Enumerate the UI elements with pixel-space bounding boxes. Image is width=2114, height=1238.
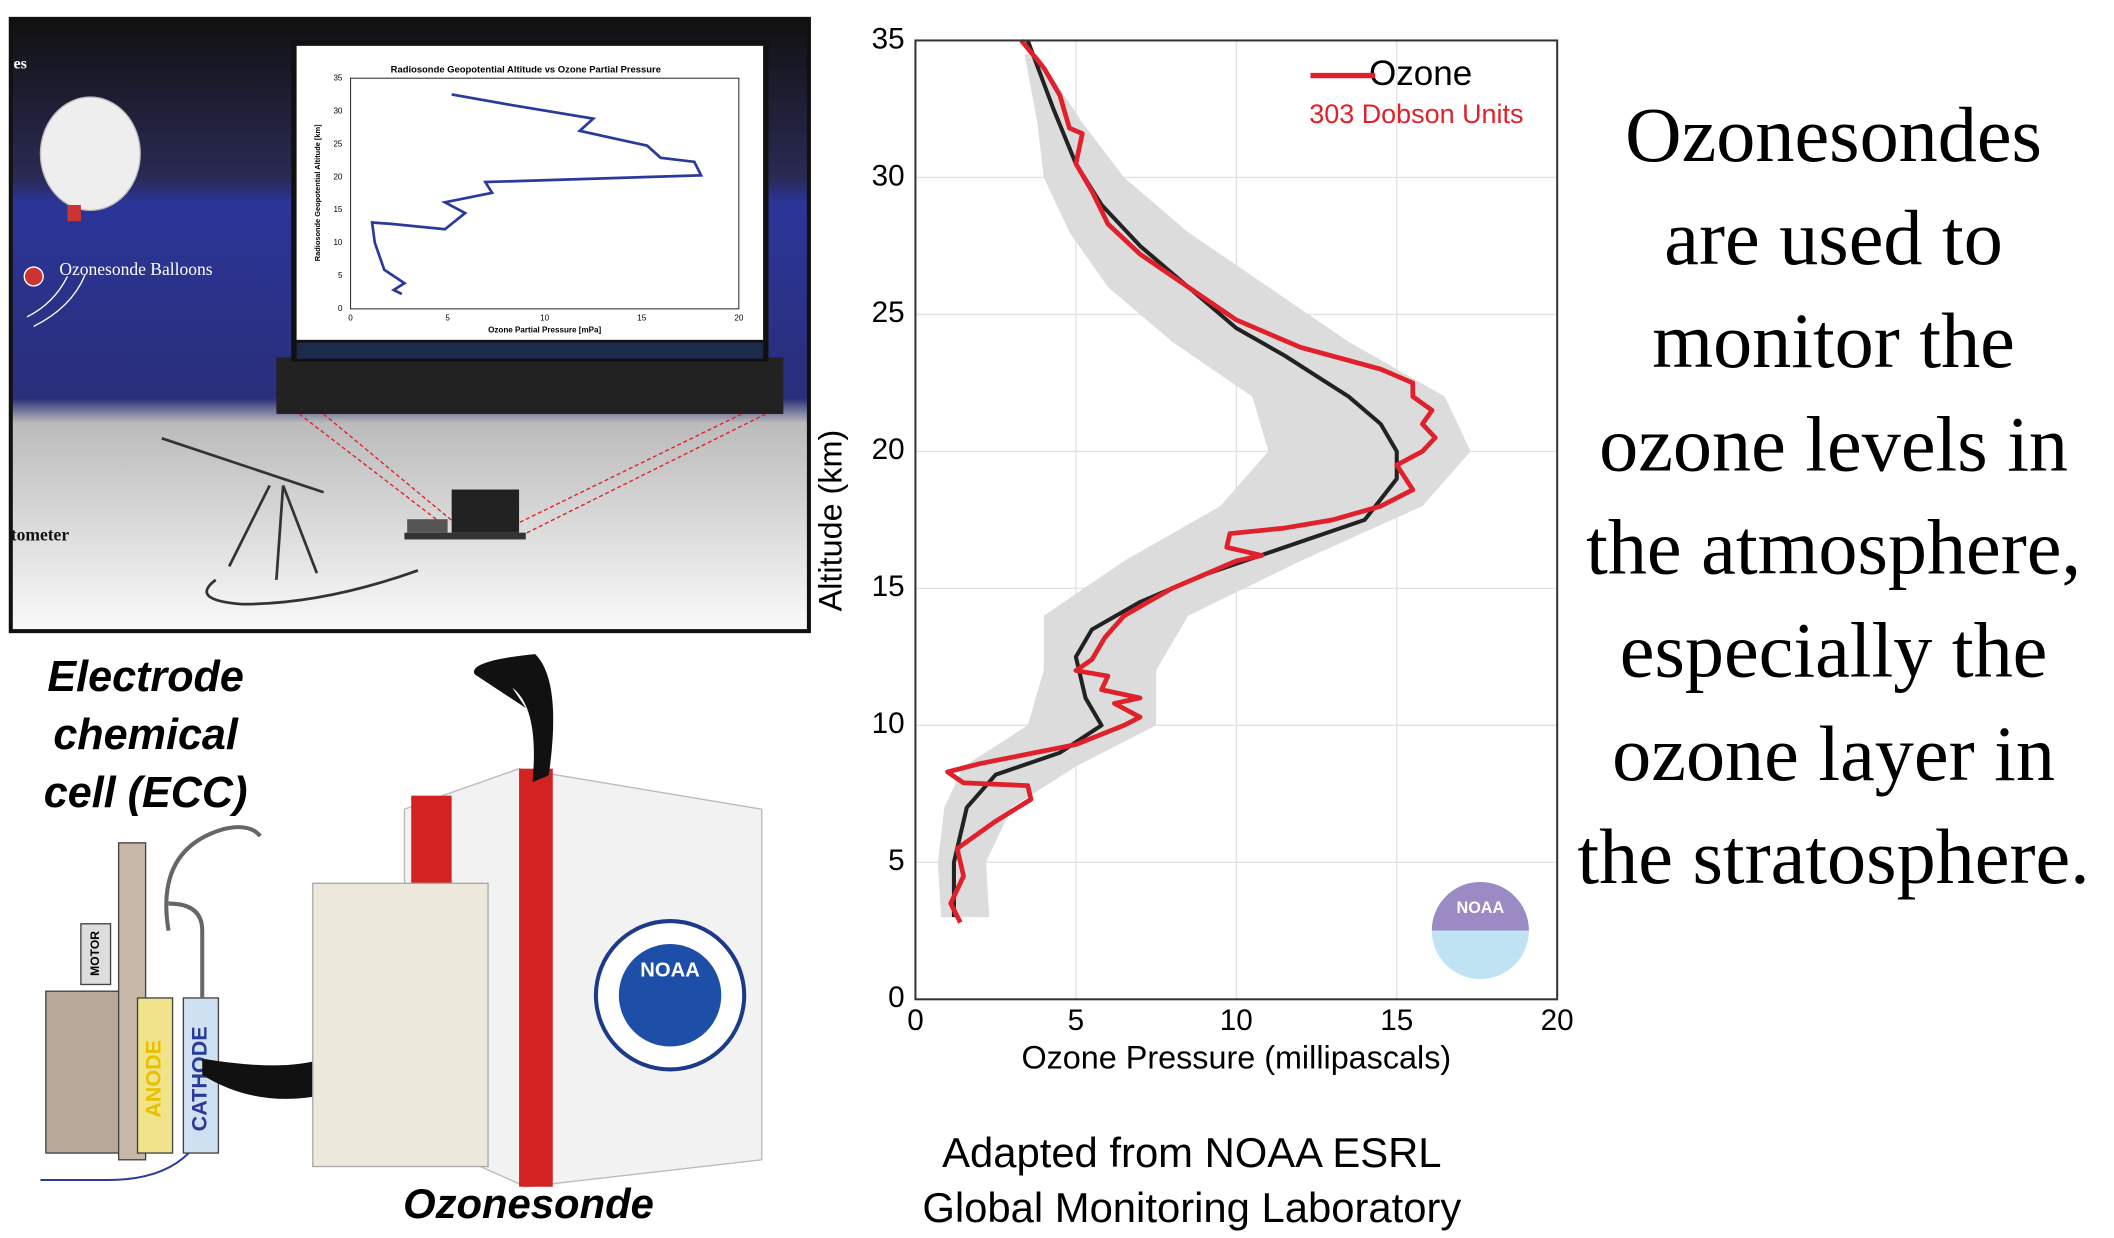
description-line: especially the bbox=[1620, 607, 2048, 694]
scene-label: es bbox=[13, 55, 26, 72]
package: NOAA Ozonesonde bbox=[312, 654, 763, 1227]
laptop bbox=[451, 489, 520, 533]
balloon bbox=[39, 96, 141, 212]
y-tick-label: 10 bbox=[872, 707, 905, 740]
x-axis-label: Ozone Pressure (millipascals) bbox=[1021, 1040, 1451, 1076]
chart: Altitude (km) Ozone Pressure (millipasca… bbox=[813, 22, 1574, 1075]
y-tick-label: 30 bbox=[872, 159, 905, 192]
receiver bbox=[407, 519, 448, 533]
legend-label: Ozone bbox=[1369, 54, 1472, 93]
anode-cell bbox=[136, 997, 174, 1154]
inset-x-tick: 15 bbox=[637, 313, 646, 322]
sonde-unit bbox=[312, 882, 489, 1168]
description: Ozonesondes are used to monitor the ozone l… bbox=[1577, 91, 2089, 900]
inset-y-tick: 35 bbox=[333, 74, 342, 83]
ecc: Electrode chemical cell (ECC) MOTOR ANOD… bbox=[40, 653, 358, 1182]
x-tick-label: 5 bbox=[1068, 1004, 1084, 1037]
arrow bbox=[202, 1038, 358, 1120]
description-line: Ozonesondes bbox=[1625, 91, 2042, 178]
range-band bbox=[937, 54, 1471, 918]
x-tick-label: 20 bbox=[1541, 1004, 1574, 1037]
ecc-title: Electrode bbox=[47, 653, 244, 701]
logo-text: NOAA bbox=[1457, 899, 1505, 917]
sonde-icon bbox=[23, 266, 44, 287]
ecc-title: cell (ECC) bbox=[44, 769, 248, 817]
inset-x-tick: 5 bbox=[445, 313, 450, 322]
table bbox=[404, 532, 526, 540]
package-label: Ozonesonde bbox=[403, 1180, 654, 1227]
part-label: CATHODE bbox=[187, 1026, 212, 1131]
plot-frame bbox=[914, 39, 1559, 1001]
inset-y-tick: 30 bbox=[333, 107, 342, 116]
inset-xlabel: Ozone Partial Pressure [mPa] bbox=[488, 326, 601, 335]
y-axis-label: Altitude (km) bbox=[813, 430, 849, 612]
y-tick-label: 25 bbox=[872, 296, 905, 329]
inset-ylabel: Radiosonde Geopotential Altitude [km] bbox=[313, 124, 322, 261]
description-line: ozone levels in bbox=[1599, 400, 2068, 487]
legend-note: 303 Dobson Units bbox=[1309, 99, 1523, 129]
monitor-screen bbox=[296, 45, 764, 340]
noaa-seal-inner bbox=[618, 944, 722, 1047]
seal-text: NOAA bbox=[640, 959, 700, 981]
antenna bbox=[161, 437, 419, 606]
inset-profile bbox=[370, 93, 704, 296]
motor bbox=[80, 923, 112, 986]
part-label: MOTOR bbox=[88, 931, 102, 976]
series-line bbox=[951, 39, 1399, 918]
x-tick-label: 10 bbox=[1220, 1004, 1253, 1037]
part-label: ANODE bbox=[141, 1040, 166, 1118]
description-line: ozone layer in bbox=[1612, 710, 2055, 797]
inset-title: Radiosonde Geopotential Altitude vs Ozon… bbox=[391, 64, 661, 75]
x-tick-label: 15 bbox=[1380, 1004, 1413, 1037]
inset-x-tick: 10 bbox=[540, 313, 549, 322]
scene: es Ozonesonde Balloons tometer Radiosond… bbox=[8, 16, 811, 634]
description-line: are used to bbox=[1664, 194, 2003, 281]
inset-x-tick: 0 bbox=[348, 313, 353, 322]
inset-y-tick: 10 bbox=[333, 238, 342, 247]
tubing bbox=[164, 825, 262, 998]
ecc-title: chemical bbox=[53, 711, 239, 759]
description-line: monitor the bbox=[1652, 297, 2015, 384]
caption: Global Monitoring Laboratory bbox=[922, 1184, 1461, 1231]
inset-y-tick: 15 bbox=[333, 205, 342, 214]
inset-x-tick: 20 bbox=[734, 313, 743, 322]
wires bbox=[40, 1152, 190, 1182]
inset-axes bbox=[349, 77, 740, 310]
scene-label: Ozonesonde Balloons bbox=[59, 259, 212, 279]
description-line: the stratosphere. bbox=[1577, 813, 2089, 900]
signal bbox=[26, 274, 86, 327]
noaa-logo-top bbox=[1431, 881, 1529, 931]
tape bbox=[519, 768, 553, 1187]
inset-y-tick: 25 bbox=[333, 139, 342, 148]
y-tick-label: 5 bbox=[888, 844, 904, 877]
y-tick-label: 35 bbox=[872, 22, 905, 55]
scene-label: tometer bbox=[11, 525, 70, 545]
y-tick-label: 15 bbox=[872, 570, 905, 603]
monitor-base bbox=[276, 357, 784, 415]
balloon-payload bbox=[67, 204, 81, 222]
x-tick-label: 0 bbox=[907, 1004, 923, 1037]
arrow bbox=[473, 654, 554, 783]
taskbar bbox=[296, 342, 764, 359]
y-tick-label: 20 bbox=[872, 433, 905, 466]
series-line bbox=[945, 38, 1438, 924]
y-tick-label: 0 bbox=[888, 981, 904, 1014]
inset-y-tick: 0 bbox=[338, 304, 343, 313]
inset-y-tick: 5 bbox=[338, 271, 343, 280]
caption: Adapted from NOAA ESRL bbox=[942, 1129, 1441, 1176]
description-line: the atmosphere, bbox=[1586, 504, 2081, 591]
inset-y-tick: 20 bbox=[333, 172, 342, 181]
